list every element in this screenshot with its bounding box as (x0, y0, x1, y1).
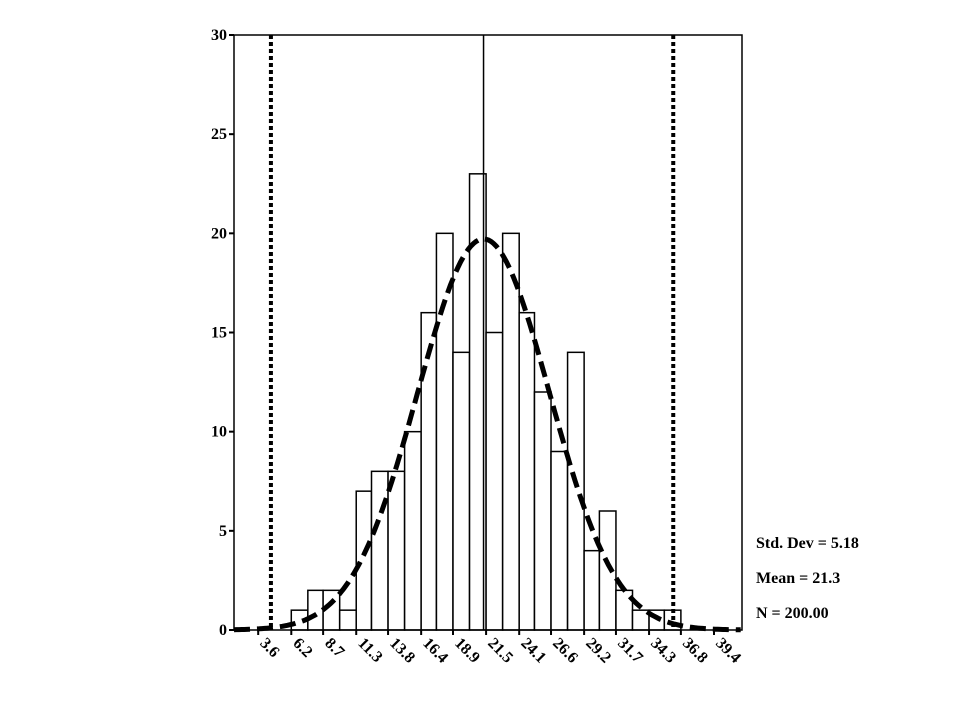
histogram-bar-9 (403, 430, 422, 631)
histogram-bar-5 (338, 609, 357, 631)
y-tick-label-6: 30 (211, 27, 227, 44)
y-tick-label-4: 20 (211, 225, 227, 242)
histogram-bar-15 (501, 232, 520, 631)
x-tick-label-4: 13.8 (386, 635, 418, 667)
stat-n: N = 200.00 (756, 605, 829, 622)
y-tick-label-2: 10 (211, 424, 227, 441)
histogram-bar-17 (533, 391, 552, 631)
x-tick-label-11: 31.7 (614, 635, 646, 667)
histogram-bar-20 (583, 549, 601, 631)
histogram-bar-7 (370, 470, 389, 631)
x-tick-label-10: 29.2 (582, 635, 614, 667)
normal-curve (233, 236, 741, 633)
x-tick-label-5: 16.4 (419, 635, 451, 667)
histogram-bar-10 (420, 311, 438, 631)
histogram-bar-14 (485, 331, 504, 631)
histogram-bar-3 (307, 589, 324, 631)
histogram-bar-19 (566, 351, 585, 631)
histogram-bar-12 (452, 351, 471, 631)
y-tick-label-3: 15 (211, 325, 227, 342)
x-tick-label-9: 26.6 (549, 635, 581, 667)
x-tick-label-14: 39.4 (712, 635, 744, 667)
histogram-bar-18 (550, 450, 569, 631)
y-tick-label-5: 25 (211, 126, 227, 143)
x-tick-label-8: 24.1 (517, 635, 549, 667)
x-tick-label-12: 34.3 (647, 635, 679, 667)
histogram-bar-11 (435, 232, 454, 631)
x-tick-label-6: 18.9 (451, 635, 483, 667)
x-tick-label-3: 11.3 (354, 635, 385, 666)
stat-std-dev: Std. Dev = 5.18 (756, 535, 859, 552)
x-tick-label-7: 21.5 (484, 635, 516, 667)
x-tick-label-13: 36.8 (679, 635, 711, 667)
y-tick-label-0: 0 (219, 622, 227, 639)
histogram-bar-6 (355, 490, 373, 631)
histogram-bar-22 (615, 589, 634, 631)
x-tick-label-1: 6.2 (289, 635, 315, 661)
histogram-bar-16 (518, 311, 536, 631)
histogram-bar-8 (387, 470, 406, 631)
stat-mean: Mean = 21.3 (756, 570, 841, 587)
x-tick-label-2: 8.7 (321, 635, 347, 661)
y-tick-label-1: 5 (219, 523, 227, 540)
x-tick-label-0: 3.6 (256, 635, 282, 661)
